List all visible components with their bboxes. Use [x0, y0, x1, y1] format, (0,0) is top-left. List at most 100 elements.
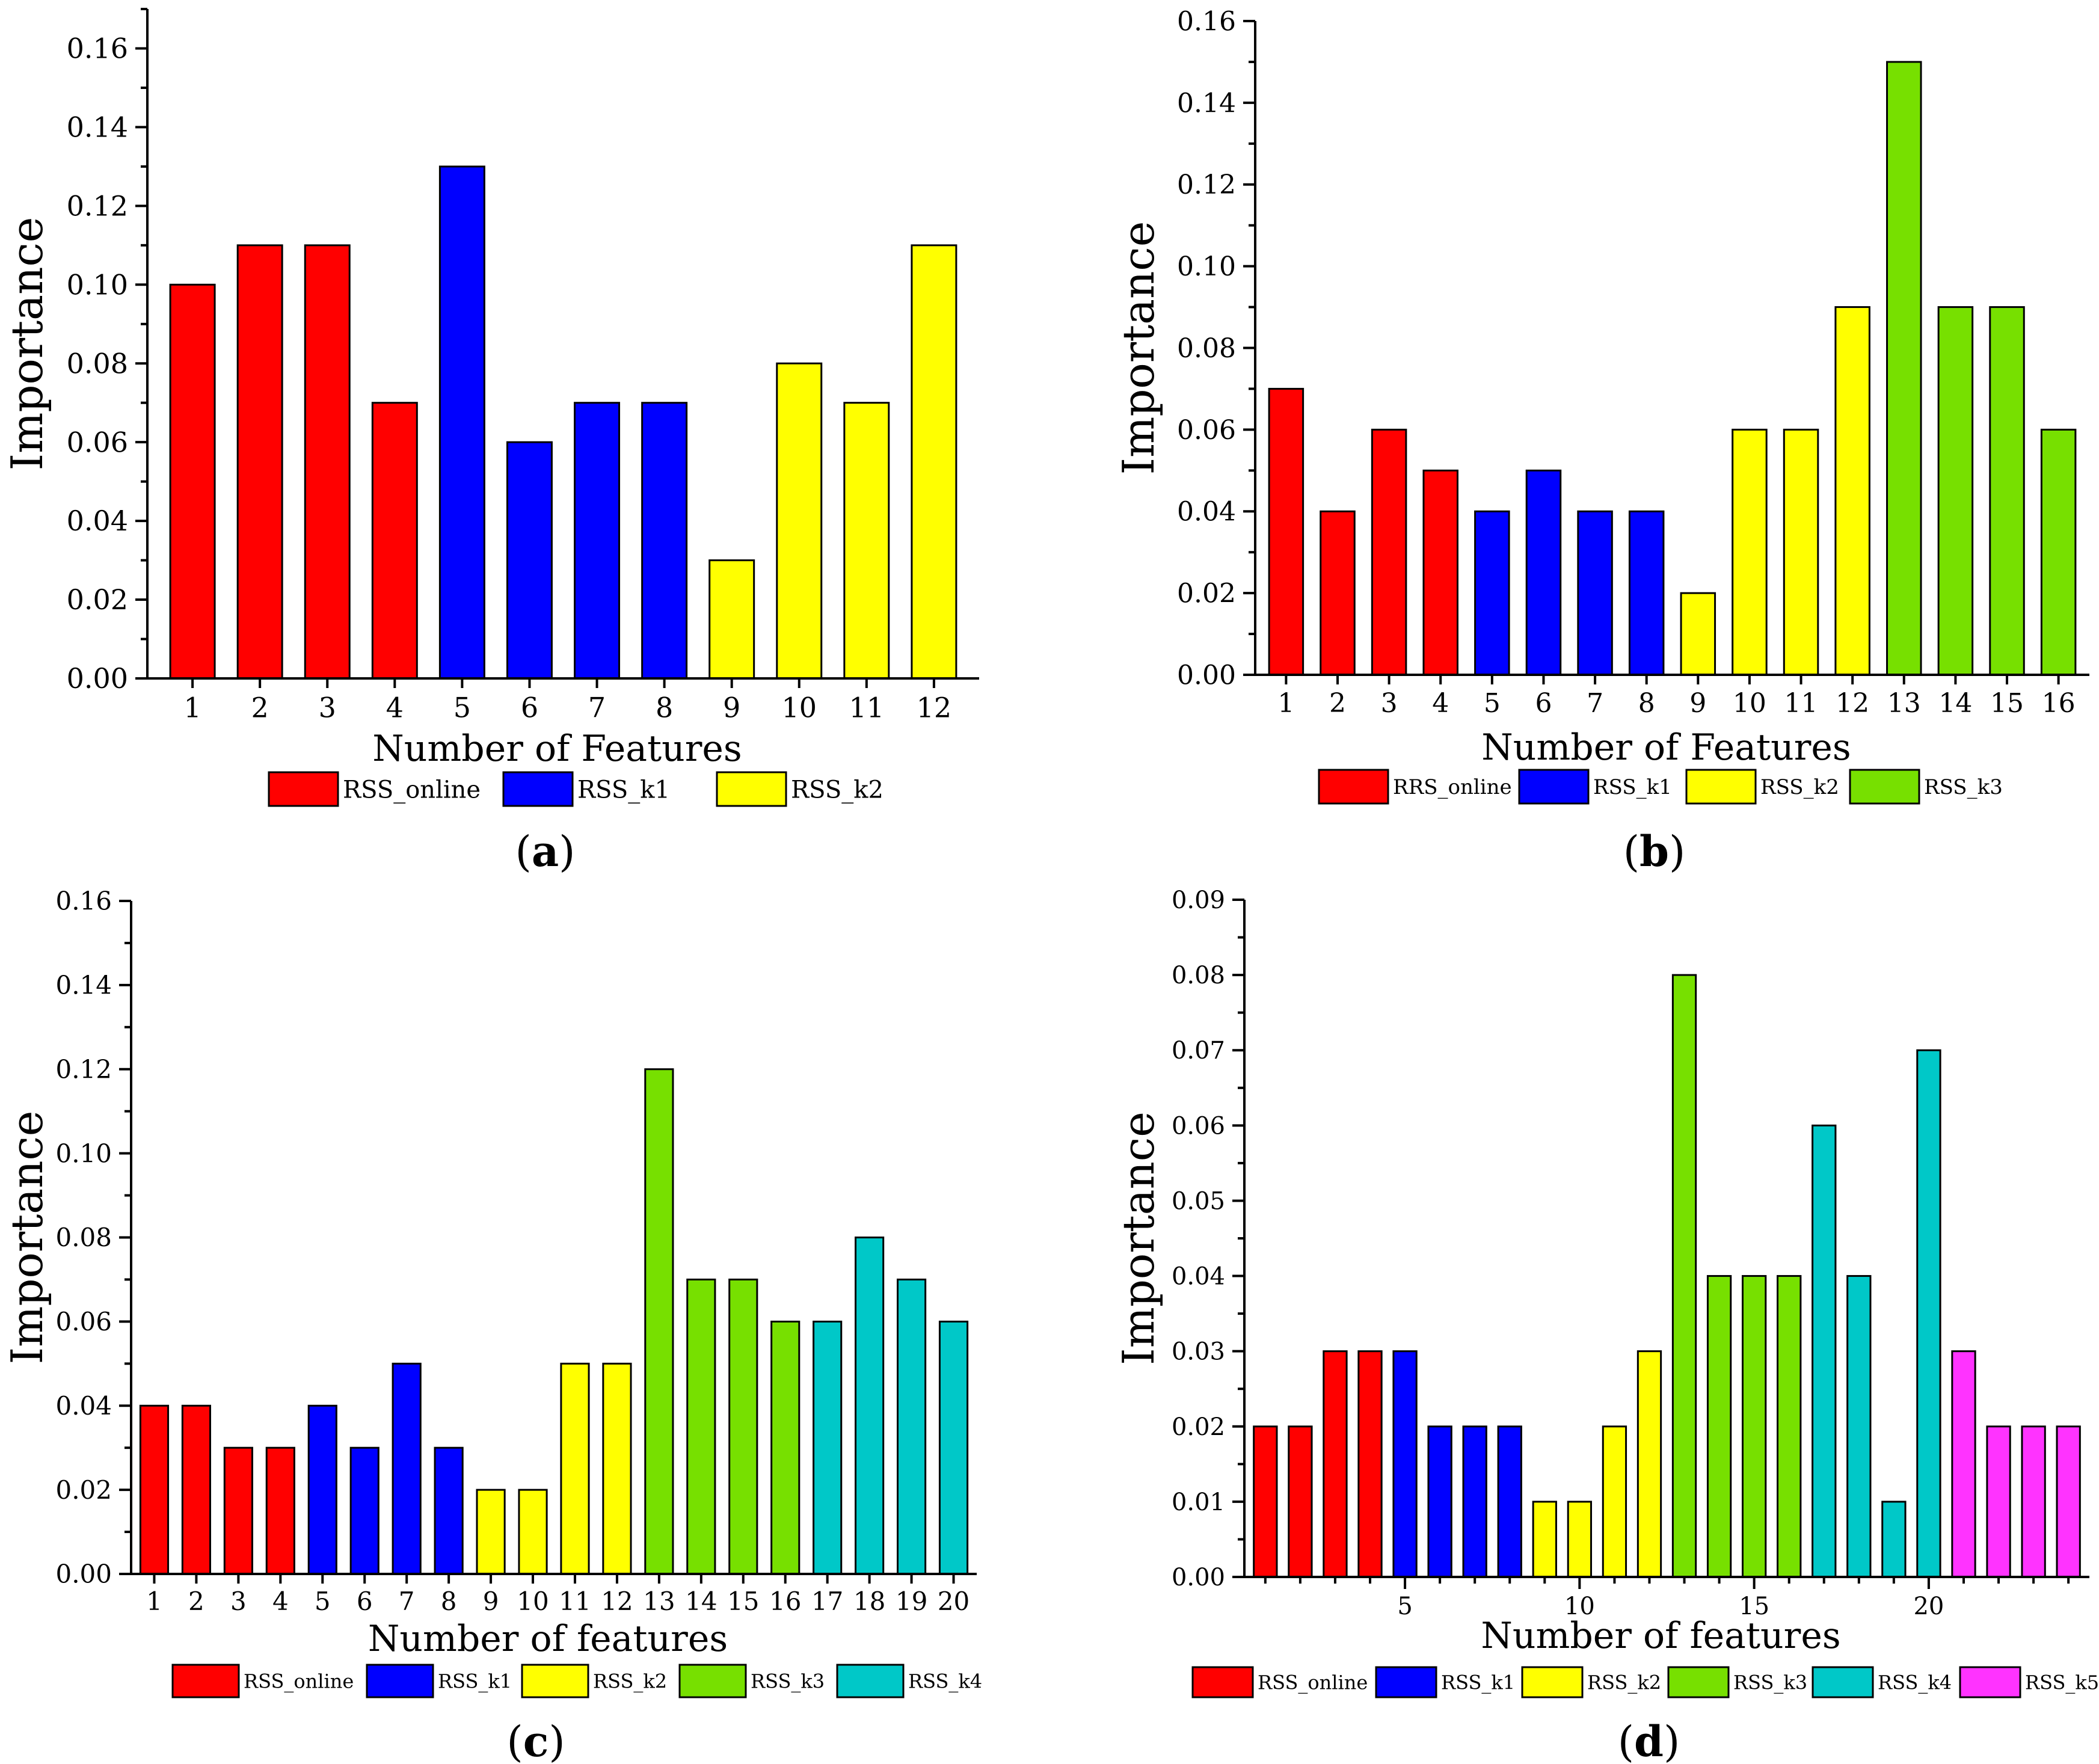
bar-d-4: [1357, 1350, 1383, 1578]
legend-swatch-RSS_k3: [678, 1664, 747, 1698]
bar-c-16: [770, 1320, 801, 1575]
y-tick-label: 0.12: [55, 1054, 112, 1084]
bar-b-5: [1474, 510, 1510, 676]
x-tick-label: 1: [1277, 688, 1294, 719]
y-tick-label: 0.00: [1177, 660, 1236, 690]
x-tick-label: 2: [251, 691, 269, 724]
x-tick-label: 4: [386, 691, 404, 724]
y-tick-label: 0.14: [1177, 88, 1236, 118]
bar-b-10: [1732, 428, 1768, 676]
y-tick-label: 0.02: [1177, 579, 1236, 609]
y-tick-label: 0.06: [1172, 1112, 1225, 1140]
bar-d-13: [1671, 974, 1697, 1578]
y-tick-label: 0.14: [55, 971, 112, 1000]
x-tick-label: 12: [601, 1587, 633, 1616]
x-tick-label: 20: [1913, 1593, 1944, 1620]
bar-b-4: [1422, 469, 1458, 676]
legend-swatch-RSS_online: [268, 771, 339, 807]
legend-label: RSS_k1: [1441, 1671, 1515, 1694]
y-tick-label: 0.06: [67, 426, 128, 458]
legend-swatch-RSS_k2: [521, 1664, 589, 1698]
bar-a-7: [574, 402, 621, 680]
bar-d-12: [1636, 1350, 1662, 1578]
x-tick-label: 5: [1397, 1593, 1412, 1620]
bar-a-10: [776, 362, 823, 680]
y-axis-title: Importance: [2, 1111, 52, 1365]
legend-label: RSS_k3: [751, 1670, 825, 1693]
x-tick-label: 12: [917, 691, 952, 724]
bar-d-16: [1777, 1275, 1802, 1578]
legend-swatch-RSS_k1: [502, 771, 574, 807]
x-tick-label: 11: [1784, 688, 1818, 719]
y-tick-label: 0.05: [1172, 1187, 1225, 1215]
legend-label: RSS_k3: [1924, 775, 2003, 799]
x-tick-label: 10: [517, 1587, 549, 1616]
legend-label: RSS_k2: [1587, 1671, 1661, 1694]
y-tick-label: 0.04: [1177, 497, 1236, 527]
legend-label: RSS_k2: [791, 776, 884, 804]
chart-panel-b: 0.000.020.040.060.080.100.120.140.161 2 3 4…: [1113, 6, 2089, 876]
x-tick-label: 17: [811, 1587, 843, 1616]
bar-d-7: [1462, 1425, 1487, 1578]
bar-a-1: [169, 283, 216, 680]
bar-a-9: [708, 559, 755, 680]
bar-a-4: [371, 402, 418, 680]
x-tick-label: 8: [441, 1587, 457, 1616]
x-tick-label: 11: [849, 691, 885, 724]
x-tick-label: 15: [727, 1587, 759, 1616]
bar-c-19: [896, 1278, 927, 1575]
bar-a-8: [641, 402, 688, 680]
bar-d-14: [1706, 1275, 1732, 1578]
bar-b-9: [1680, 592, 1716, 676]
bar-c-9: [476, 1489, 506, 1575]
x-tick-label: 16: [2042, 688, 2076, 719]
x-tick-label: 7: [1587, 688, 1603, 719]
legend-label: RSS_k2: [1760, 775, 1839, 799]
bar-b-1: [1268, 387, 1305, 676]
panel-label: (a): [515, 826, 576, 876]
x-tick-label: 8: [656, 691, 673, 724]
x-tick-label: 18: [853, 1587, 885, 1616]
y-tick-label: 0.16: [1177, 6, 1236, 37]
legend-label: RRS_online: [1393, 775, 1512, 799]
bar-c-15: [728, 1278, 758, 1575]
y-tick-label: 0.06: [55, 1307, 112, 1336]
bar-d-24: [2056, 1425, 2081, 1578]
x-tick-label: 9: [1689, 688, 1706, 719]
x-tick-label: 7: [588, 691, 606, 724]
x-tick-label: 3: [230, 1587, 247, 1616]
bar-d-2: [1288, 1425, 1313, 1578]
y-tick-label: 0.08: [1172, 962, 1225, 989]
y-tick-label: 0.00: [67, 662, 128, 695]
y-tick-label: 0.02: [67, 583, 128, 616]
x-tick-label: 13: [1887, 688, 1921, 719]
bar-c-20: [938, 1320, 969, 1575]
x-tick-label: 10: [781, 691, 817, 724]
y-tick-label: 0.10: [55, 1139, 112, 1168]
bar-c-10: [518, 1489, 548, 1575]
x-tick-label: 14: [1938, 688, 1972, 719]
chart-panel-d: 0.00 0.01 0.02 0.03 0.04 0.05 0.06 0.07 0.08 0.09…: [1113, 887, 2099, 1764]
legend-swatch-RSS_k1: [1375, 1666, 1437, 1698]
bar-b-14: [1937, 306, 1974, 676]
y-tick-label: 0.03: [1172, 1338, 1225, 1366]
panel-label: (d): [1618, 1716, 1680, 1764]
bar-c-8: [434, 1446, 464, 1575]
bar-d-6: [1427, 1425, 1452, 1578]
legend-label: RSS_online: [1258, 1671, 1368, 1694]
x-tick-label: 4: [1432, 688, 1449, 719]
x-tick-label: 19: [896, 1587, 927, 1616]
x-tick-label: 14: [685, 1587, 717, 1616]
legend-swatch-RSS_k3: [1667, 1666, 1730, 1698]
bar-c-14: [686, 1278, 716, 1575]
bar-a-2: [236, 244, 283, 680]
y-tick-label: 0.08: [1177, 333, 1236, 364]
x-tick-label: 5: [315, 1587, 331, 1616]
y-tick-label: 0.00: [1172, 1564, 1225, 1591]
y-tick-label: 0.16: [55, 887, 112, 916]
legend-swatch-RSS_k2: [1685, 769, 1757, 805]
bar-b-7: [1577, 510, 1613, 676]
x-tick-label: 3: [1381, 688, 1398, 719]
legend-label: RSS_k1: [1593, 775, 1672, 799]
